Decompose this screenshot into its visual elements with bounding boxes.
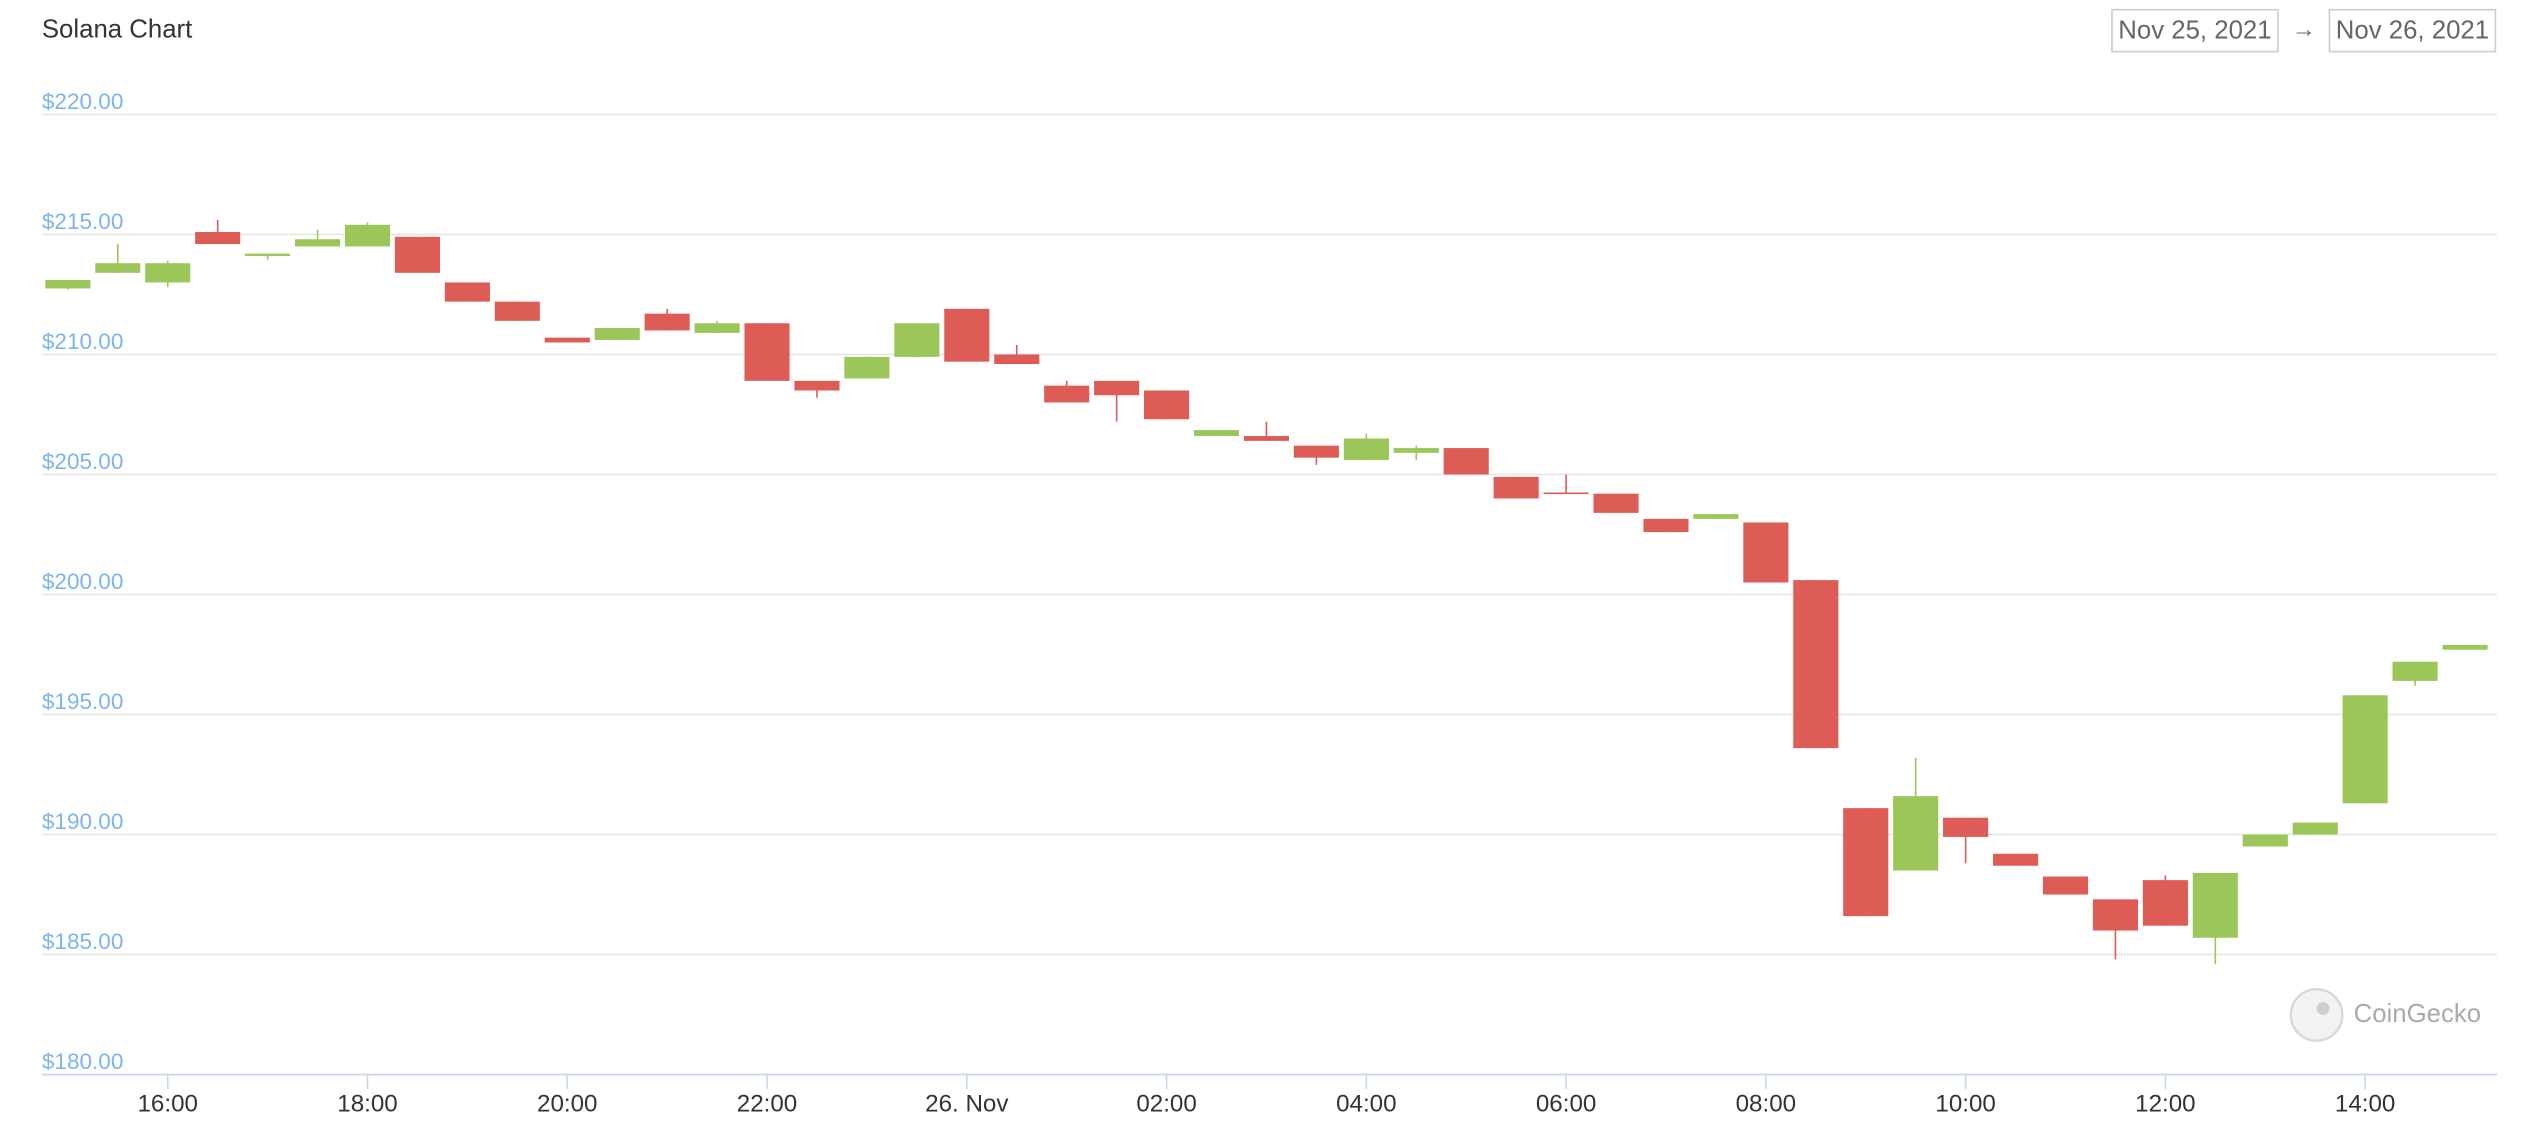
x-tick-label: 04:00 bbox=[1336, 1091, 1396, 1118]
candle-body bbox=[1643, 518, 1689, 533]
candle-body bbox=[45, 280, 91, 289]
candle-body bbox=[1493, 476, 1539, 499]
y-tick-label: $190.00 bbox=[42, 809, 124, 834]
y-tick-label: $215.00 bbox=[42, 209, 124, 234]
candle-body bbox=[794, 380, 840, 391]
candle-body bbox=[494, 301, 540, 321]
candle-body bbox=[394, 236, 440, 273]
candle-body bbox=[1443, 448, 1489, 475]
candle-body bbox=[145, 263, 191, 283]
candle-body bbox=[744, 323, 790, 381]
candle-body bbox=[1543, 492, 1589, 495]
candle-body bbox=[644, 313, 690, 331]
candle-body bbox=[2042, 876, 2089, 895]
y-tick-label: $210.00 bbox=[42, 329, 124, 354]
candle-body bbox=[894, 323, 940, 357]
candle-body bbox=[1743, 522, 1789, 583]
x-tick-label: 06:00 bbox=[1536, 1091, 1596, 1118]
candle-body bbox=[2292, 822, 2338, 835]
watermark-logo bbox=[2289, 987, 2344, 1042]
candle-body bbox=[444, 282, 490, 302]
y-tick-label: $185.00 bbox=[42, 929, 124, 954]
candle-body bbox=[1693, 514, 1739, 519]
candle-body bbox=[1193, 430, 1240, 437]
candle-body bbox=[2092, 899, 2139, 931]
candle-body bbox=[1094, 380, 1140, 396]
x-tick-label: 18:00 bbox=[337, 1091, 397, 1118]
y-tick-label: $205.00 bbox=[42, 449, 124, 474]
y-tick-label: $220.00 bbox=[42, 89, 124, 114]
candle-body bbox=[1343, 438, 1389, 461]
x-tick-label: 26. Nov bbox=[925, 1091, 1008, 1118]
x-tick-label: 08:00 bbox=[1736, 1091, 1796, 1118]
watermark: CoinGecko bbox=[2354, 1000, 2481, 1028]
candle-body bbox=[1843, 808, 1889, 917]
candle-body bbox=[1044, 385, 1090, 403]
x-tick-label: 14:00 bbox=[2335, 1091, 2395, 1118]
candle-body bbox=[2142, 880, 2188, 926]
candle-body bbox=[245, 253, 291, 257]
candle-body bbox=[1593, 493, 1639, 513]
candle-body bbox=[1993, 853, 2039, 866]
candle-body bbox=[95, 263, 141, 273]
candle-body bbox=[2392, 661, 2438, 681]
candle-body bbox=[2342, 695, 2388, 804]
date-from[interactable]: Nov 25, 2021 bbox=[2118, 16, 2271, 44]
candle-body bbox=[1793, 580, 1839, 749]
candle-body bbox=[594, 328, 640, 341]
candle-body bbox=[994, 354, 1040, 365]
candle-body bbox=[195, 232, 241, 245]
x-tick-label: 10:00 bbox=[1935, 1091, 1995, 1118]
x-tick-label: 02:00 bbox=[1136, 1091, 1196, 1118]
x-tick-label: 22:00 bbox=[737, 1091, 797, 1118]
date-arrow: → bbox=[2292, 16, 2316, 43]
candle-body bbox=[694, 323, 740, 333]
date-from-input[interactable] bbox=[2111, 8, 2279, 53]
y-tick-label: $195.00 bbox=[42, 689, 124, 714]
x-tick-label: 12:00 bbox=[2135, 1091, 2195, 1118]
candle-body bbox=[1243, 436, 1290, 441]
candle-body bbox=[1393, 448, 1439, 453]
candle-body bbox=[2192, 872, 2238, 938]
date-to[interactable]: Nov 26, 2021 bbox=[2336, 16, 2489, 44]
candle-body bbox=[544, 337, 590, 343]
date-to-input[interactable] bbox=[2328, 8, 2497, 53]
candle-body bbox=[844, 356, 890, 379]
candle-body bbox=[2242, 834, 2288, 847]
chart-title: Solana Chart bbox=[42, 15, 192, 43]
candle-body bbox=[2442, 644, 2488, 650]
candle-body bbox=[344, 224, 391, 247]
y-tick-label: $180.00 bbox=[42, 1049, 124, 1074]
candle-body bbox=[1943, 817, 1989, 837]
candle-body bbox=[944, 308, 990, 362]
candle-body bbox=[295, 239, 341, 247]
candle-body bbox=[1293, 445, 1339, 458]
y-tick-label: $200.00 bbox=[42, 569, 124, 594]
candle-body bbox=[1144, 390, 1190, 420]
x-tick-label: 20:00 bbox=[537, 1091, 597, 1118]
x-tick-label: 16:00 bbox=[138, 1091, 198, 1118]
candle-body bbox=[1893, 796, 1939, 871]
